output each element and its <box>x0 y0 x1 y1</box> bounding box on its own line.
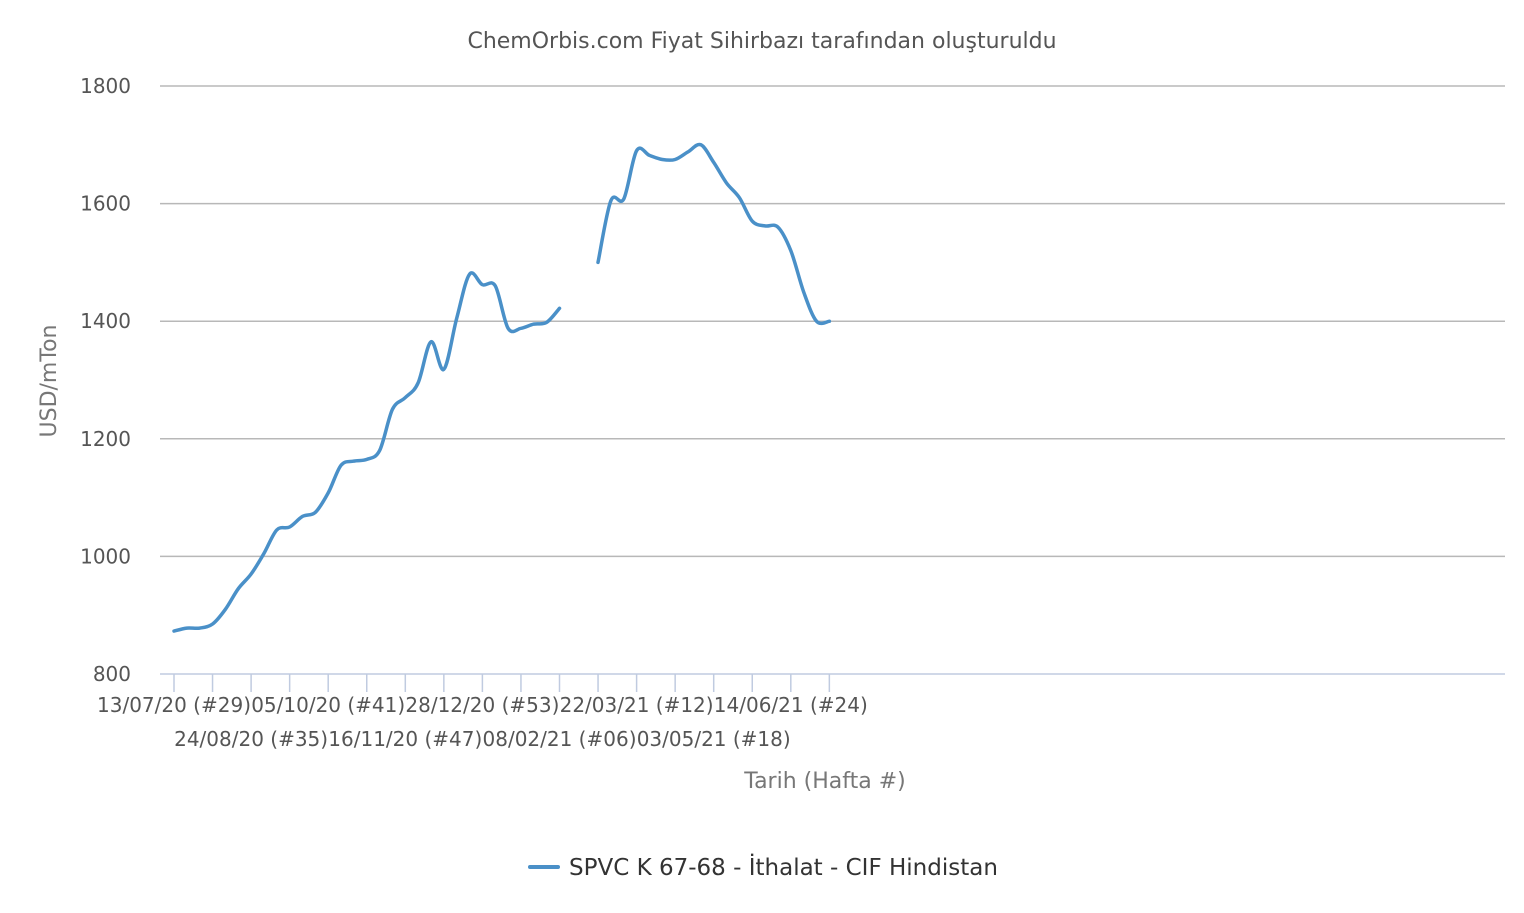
x-tick-label: 16/11/20 (#47) <box>328 727 482 751</box>
y-tick-label: 800 <box>93 662 131 686</box>
y-axis-ticks: 800 1000 1200 1400 1600 1800 <box>80 74 131 686</box>
x-tick-label: 13/07/20 (#29) <box>97 693 251 717</box>
x-axis-title: Tarih (Hafta #) <box>743 769 905 794</box>
y-tick-label: 1800 <box>80 74 131 98</box>
y-tick-label: 1200 <box>80 427 131 451</box>
y-tick-label: 1600 <box>80 192 131 216</box>
x-tick-label: 03/05/21 (#18) <box>637 727 791 751</box>
x-tick-label: 28/12/20 (#53) <box>405 693 559 717</box>
y-axis-title: USD/mTon <box>37 325 62 438</box>
x-tick-label: 08/02/21 (#06) <box>483 727 637 751</box>
grid-lines <box>160 85 1505 558</box>
chart-title: ChemOrbis.com Fiyat Sihirbazı tarafından… <box>467 29 1056 54</box>
series-line <box>172 271 562 633</box>
x-tick-label: 24/08/20 (#35) <box>174 727 328 751</box>
y-tick-label: 1000 <box>80 544 131 568</box>
x-tick-label: 14/06/21 (#24) <box>714 693 868 717</box>
series-lines <box>172 142 832 633</box>
x-tick-label: 22/03/21 (#12) <box>560 693 714 717</box>
x-axis-ticks: 13/07/20 (#29) 24/08/20 (#35) 05/10/20 (#4… <box>97 674 868 751</box>
legend[interactable]: SPVC K 67-68 - İthalat - CIF Hindistan <box>528 853 998 881</box>
y-tick-label: 1400 <box>80 309 131 333</box>
series-line <box>596 142 832 326</box>
x-tick-label: 05/10/20 (#41) <box>251 693 405 717</box>
legend-label[interactable]: SPVC K 67-68 - İthalat - CIF Hindistan <box>569 853 998 881</box>
